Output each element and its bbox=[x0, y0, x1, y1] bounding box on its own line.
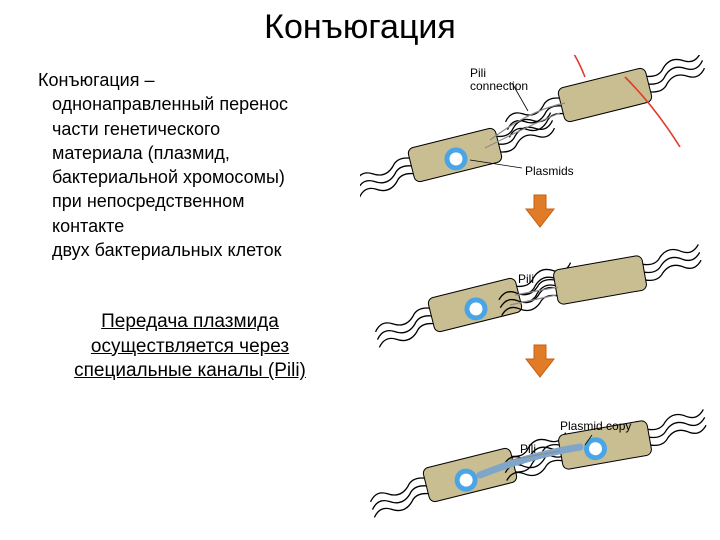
note-line-2: специальные каналы (Pili) bbox=[74, 360, 306, 381]
label-pili-1: Pili bbox=[518, 273, 534, 286]
label-plasmid-copy: Plasmid copy bbox=[560, 420, 631, 433]
def-line-2: части генетического bbox=[52, 119, 220, 139]
def-line-4: бактериальной хромосомы) bbox=[52, 167, 285, 187]
label-pili-2: Pili bbox=[520, 443, 536, 456]
note-line-0: Передача плазмида bbox=[101, 311, 279, 332]
definition-text: Конъюгация – однонаправленный перенос ча… bbox=[28, 68, 328, 262]
label-plasmids: Plasmids bbox=[525, 165, 574, 178]
def-line-1: однонаправленный перенос bbox=[52, 94, 288, 114]
def-line-6: контакте bbox=[52, 216, 124, 236]
def-line-0: Конъюгация – bbox=[38, 70, 155, 90]
def-line-7: двух бактериальных клеток bbox=[52, 240, 281, 260]
conjugation-diagram: Pili connection Plasmids Pili Pili Plasm… bbox=[360, 55, 720, 535]
note-text: Передача плазмида осуществляется через с… bbox=[60, 310, 320, 384]
note-line-1: осуществляется через bbox=[91, 336, 289, 357]
slide-title: Конъюгация bbox=[0, 8, 720, 47]
label-pili-connection: Pili connection bbox=[470, 67, 530, 93]
def-line-5: при непосредственном bbox=[52, 191, 245, 211]
def-line-3: материала (плазмид, bbox=[52, 143, 230, 163]
